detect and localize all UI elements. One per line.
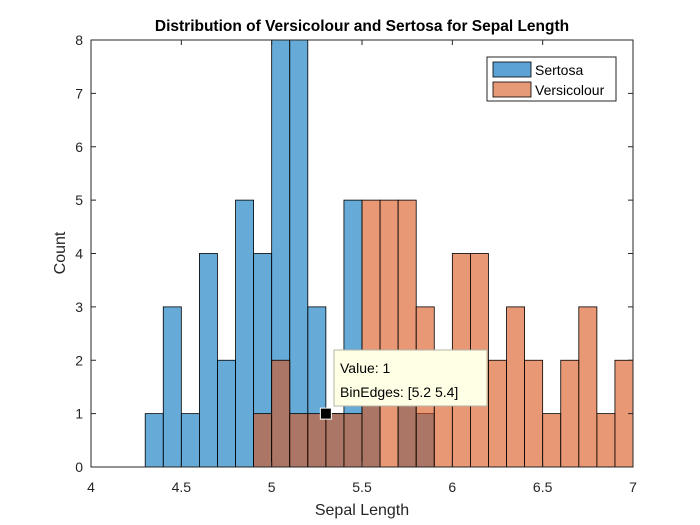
legend-label-versicolour: Versicolour [535, 82, 605, 98]
x-tick-label: 4 [87, 479, 95, 495]
plot-area: 4 4.5 5 5.5 6 6.5 7 0 1 2 3 4 5 6 7 8 [75, 32, 637, 495]
chart-title: Distribution of Versicolour and Sertosa … [155, 18, 569, 35]
y-tick-label: 2 [75, 352, 83, 368]
legend-swatch-versicolour [492, 81, 532, 98]
datatip-binedges-text: BinEdges: [5.2 5.4] [340, 384, 458, 400]
y-axis-label: Count [52, 231, 69, 274]
bar-versicolour-6.8[interactable] [596, 413, 616, 468]
bar-sertosa-4.8[interactable] [235, 199, 255, 468]
x-tick-label: 6 [448, 479, 456, 495]
bar-sertosa-4.3[interactable] [144, 413, 164, 468]
y-tick-label: 6 [75, 139, 83, 155]
bar-versicolour-6.4[interactable] [524, 359, 544, 468]
bar-sertosa-4.4[interactable] [162, 306, 182, 468]
y-tick-label: 4 [75, 246, 83, 262]
y-tick-label: 8 [75, 32, 83, 48]
datatip-box [333, 349, 488, 407]
x-tick-label: 7 [629, 479, 637, 495]
y-tick-label: 3 [75, 299, 83, 315]
bar-sertosa-4.6[interactable] [198, 253, 218, 468]
legend[interactable]: Sertosa Versicolour [486, 56, 617, 102]
x-tick-label: 4.5 [172, 479, 192, 495]
bar-versicolour-6.3[interactable] [506, 306, 525, 468]
x-tick-label: 5 [268, 479, 276, 495]
bar-versicolour-5.1[interactable] [289, 413, 309, 468]
bar-versicolour-5.6[interactable] [379, 199, 399, 468]
datatip[interactable]: Value: 1 BinEdges: [5.2 5.4] [319, 349, 488, 420]
y-tick-label: 7 [75, 85, 83, 101]
bar-versicolour-6.2[interactable] [488, 359, 507, 468]
bar-versicolour-5.0[interactable] [271, 359, 291, 468]
datatip-marker[interactable] [319, 407, 332, 420]
bar-versicolour-5.3[interactable] [325, 413, 345, 468]
bar-versicolour-5.7[interactable] [397, 199, 417, 468]
x-tick-label: 6.5 [533, 479, 553, 495]
bar-versicolour-5.5[interactable] [361, 199, 381, 468]
bar-versicolour-6.7[interactable] [578, 306, 598, 468]
x-tick-label: 5.5 [352, 479, 372, 495]
legend-label-sertosa: Sertosa [535, 62, 583, 78]
bar-versicolour-5.4[interactable] [343, 413, 363, 468]
legend-swatch-sertosa [492, 61, 532, 78]
bar-versicolour-6.5[interactable] [542, 413, 562, 468]
bar-versicolour-6.6[interactable] [560, 359, 580, 468]
y-tick-label: 1 [75, 406, 83, 422]
bar-sertosa-4.7[interactable] [217, 359, 236, 468]
bar-sertosa-4.5[interactable] [180, 413, 200, 468]
y-tick-label: 0 [75, 459, 83, 475]
bar-sertosa-5.1[interactable] [289, 39, 309, 468]
x-axis-label: Sepal Length [315, 502, 409, 519]
bar-versicolour-4.9[interactable] [253, 413, 273, 468]
datatip-value-text: Value: 1 [340, 360, 391, 376]
y-tick-label: 5 [75, 192, 83, 208]
ticks-layer: 4 4.5 5 5.5 6 6.5 7 0 1 2 3 4 5 6 7 8 [75, 32, 637, 495]
bar-versicolour-5.2[interactable] [307, 413, 327, 468]
